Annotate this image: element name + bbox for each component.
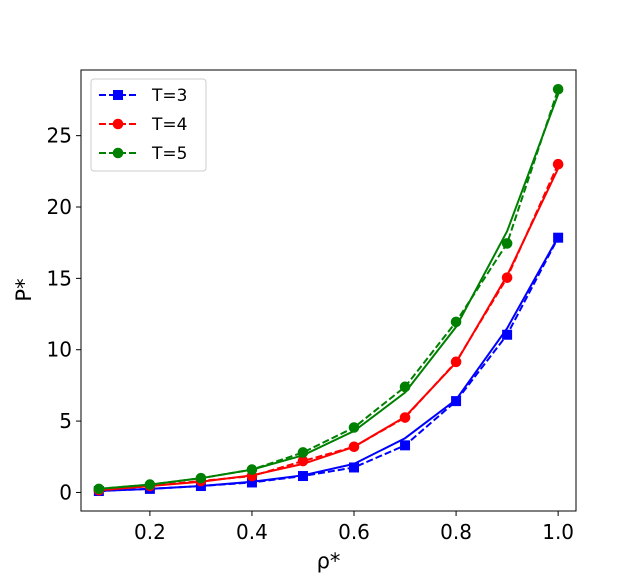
data-point <box>349 462 360 473</box>
data-point <box>552 158 564 170</box>
legend-box <box>90 78 207 172</box>
y-tick-label: 15 <box>47 266 72 290</box>
data-line <box>98 237 560 493</box>
series-t5 <box>93 83 564 495</box>
legend-marker <box>112 118 124 130</box>
legend-label: T=5 <box>151 144 187 164</box>
data-point <box>552 83 564 95</box>
data-point <box>297 471 308 482</box>
data-point <box>450 356 462 368</box>
data-line <box>98 88 560 490</box>
y-tick-label: 20 <box>47 195 72 219</box>
y-tick-label: 0 <box>59 480 72 504</box>
data-point <box>399 381 411 393</box>
legend-item: T=5 <box>99 144 187 164</box>
legend-label: T=3 <box>151 86 187 106</box>
y-tick-label: 10 <box>47 338 72 362</box>
x-tick-label: 0.2 <box>134 520 166 544</box>
data-point <box>93 483 105 495</box>
legend-label: T=4 <box>151 115 187 135</box>
legend-item: T=3 <box>99 86 187 106</box>
y-tick-label: 5 <box>59 409 72 433</box>
plot-frame <box>80 69 577 512</box>
legend-item: T=4 <box>99 115 187 135</box>
data-point <box>450 316 462 328</box>
data-point <box>195 472 207 484</box>
x-axis: 0.2 0.4 0.6 0.8 1.0 <box>134 511 574 544</box>
data-point <box>144 479 156 490</box>
data-point <box>553 232 564 243</box>
data-point <box>451 396 462 407</box>
data-point <box>502 329 513 340</box>
data-point <box>348 441 360 453</box>
x-tick-label: 0.8 <box>440 520 472 544</box>
legend-marker <box>113 90 123 100</box>
y-axis: 0 5 10 15 20 25 <box>47 124 81 504</box>
series-layer <box>93 83 564 497</box>
data-point <box>501 238 513 249</box>
data-point <box>348 422 360 433</box>
data-point <box>399 412 411 423</box>
legend: T=3 T=4 T=5 <box>90 78 207 172</box>
y-axis-label: P* <box>12 278 36 301</box>
data-point <box>297 447 309 458</box>
x-tick-label: 0.6 <box>338 520 370 544</box>
data-point <box>501 272 513 283</box>
y-tick-label: 25 <box>47 124 72 148</box>
data-point <box>400 440 411 451</box>
x-tick-label: 0.4 <box>236 520 268 544</box>
x-tick-label: 1.0 <box>542 520 574 544</box>
data-point <box>246 464 258 475</box>
x-axis-label: ρ* <box>317 549 341 573</box>
legend-marker <box>112 147 124 159</box>
data-line <box>98 163 560 492</box>
